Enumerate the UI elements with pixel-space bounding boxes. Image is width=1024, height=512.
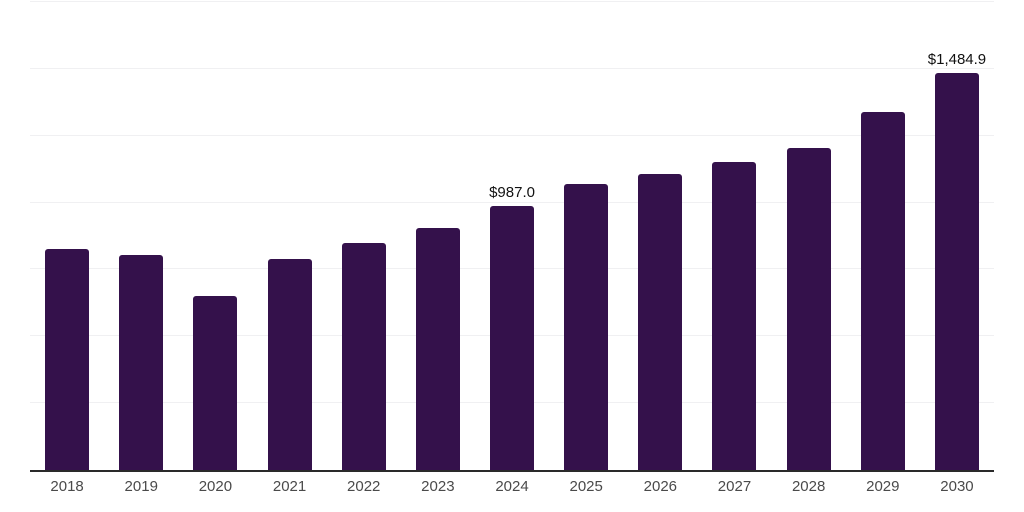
x-tick-label-2022: 2022	[347, 478, 381, 495]
bar-slot	[252, 2, 326, 470]
x-tick-label-2023: 2023	[421, 478, 455, 495]
gridline	[30, 201, 994, 203]
bar-2019[interactable]	[119, 255, 164, 470]
bar-2021[interactable]	[267, 259, 312, 470]
gridline	[30, 1, 994, 2]
x-tick-label-2024: 2024	[495, 478, 529, 495]
bar-2018[interactable]	[45, 249, 90, 470]
x-tick-label-2029: 2029	[866, 478, 900, 495]
bar-slot	[178, 2, 252, 470]
x-tick-label-2025: 2025	[569, 478, 603, 495]
x-tick-label-2018: 2018	[50, 478, 84, 495]
bars-container: $987.0 $1,484.9	[30, 2, 994, 470]
bar-value-label-2030: $1,484.9	[927, 50, 987, 68]
bar-2026[interactable]	[638, 173, 683, 470]
bar-slot	[401, 2, 475, 470]
bar-slot	[327, 2, 401, 470]
x-tick-label-2028: 2028	[791, 478, 826, 495]
bar-slot: $987.0	[475, 2, 549, 470]
bar-slot	[30, 2, 104, 470]
x-tick-label-2027: 2027	[717, 478, 752, 495]
bar-slot	[549, 2, 623, 470]
bar-slot	[846, 2, 920, 470]
bar-2024[interactable]	[490, 206, 535, 470]
x-axis-line	[30, 470, 994, 472]
x-tick-label-2026: 2026	[643, 478, 678, 495]
bar-2022[interactable]	[341, 242, 386, 470]
x-tick-label-2030: 2030	[940, 478, 974, 495]
bar-2030[interactable]	[934, 72, 979, 470]
bar-value-label-2024: $987.0	[489, 184, 535, 202]
bar-2029[interactable]	[860, 112, 905, 470]
x-axis-labels: 2018 2019 2020 2021 2022 2023 2024 2025 2026 2027…	[30, 479, 994, 494]
bar-slot: $1,484.9	[920, 2, 994, 470]
x-tick-label-2020: 2020	[198, 478, 233, 495]
x-tick-label-2021: 2021	[272, 478, 307, 495]
bar-slot	[104, 2, 178, 470]
bar-2025[interactable]	[564, 184, 609, 470]
bar-slot	[772, 2, 846, 470]
bar-slot	[697, 2, 771, 470]
gridline	[30, 67, 994, 69]
bar-slot	[623, 2, 697, 470]
bar-2027[interactable]	[712, 161, 757, 470]
bar-2020[interactable]	[193, 295, 238, 470]
bar-2023[interactable]	[415, 227, 460, 470]
plot-area: $987.0 $1,484.9	[30, 1, 994, 472]
bar-2028[interactable]	[786, 148, 831, 470]
gridline	[30, 134, 994, 136]
x-tick-label-2019: 2019	[124, 478, 158, 495]
